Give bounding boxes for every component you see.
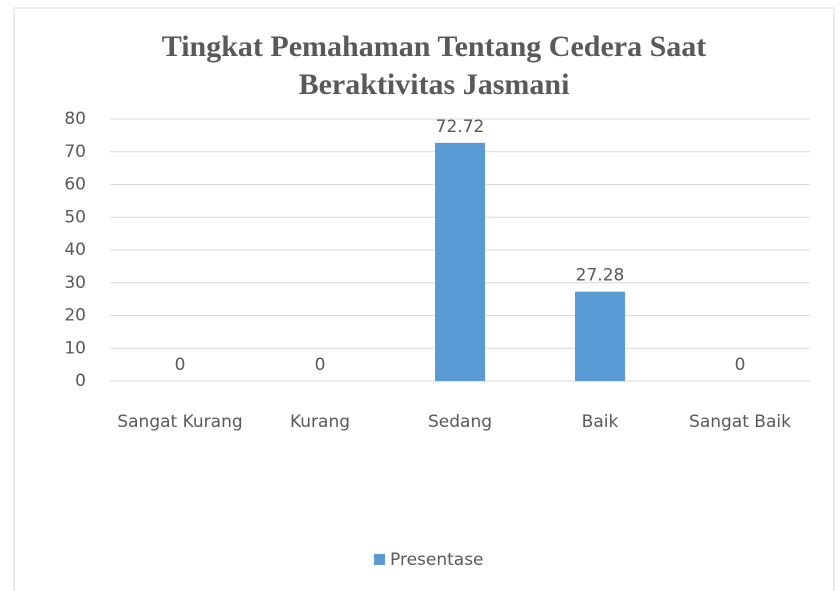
y-tick-label: 60 xyxy=(64,175,86,195)
x-tick-label: Sedang xyxy=(428,412,492,432)
data-label: 0 xyxy=(175,355,186,375)
chart-title: Tingkat Pemahaman Tentang Cedera Saat Be… xyxy=(161,30,707,101)
y-tick-label: 20 xyxy=(64,306,86,326)
x-tick-label: Sangat Kurang xyxy=(117,412,242,432)
x-tick-label: Kurang xyxy=(290,412,350,432)
bar xyxy=(575,291,625,381)
data-label: 0 xyxy=(315,355,326,375)
y-tick-label: 10 xyxy=(64,338,86,358)
x-tick-label: Sangat Baik xyxy=(689,412,791,432)
y-tick-label: 50 xyxy=(64,207,86,227)
chart-border xyxy=(13,7,835,591)
y-tick-label: 30 xyxy=(64,273,86,293)
legend-swatch xyxy=(374,554,385,565)
data-label: 0 xyxy=(735,355,746,375)
y-tick-label: 0 xyxy=(75,371,86,391)
data-label: 72.72 xyxy=(436,117,485,137)
y-tick-label: 40 xyxy=(64,240,86,260)
bar xyxy=(435,142,485,381)
y-tick-label: 80 xyxy=(64,109,86,129)
data-label: 27.28 xyxy=(576,266,625,286)
legend-label: Presentase xyxy=(390,550,484,570)
y-tick-label: 70 xyxy=(64,142,86,162)
x-tick-label: Baik xyxy=(582,412,619,432)
